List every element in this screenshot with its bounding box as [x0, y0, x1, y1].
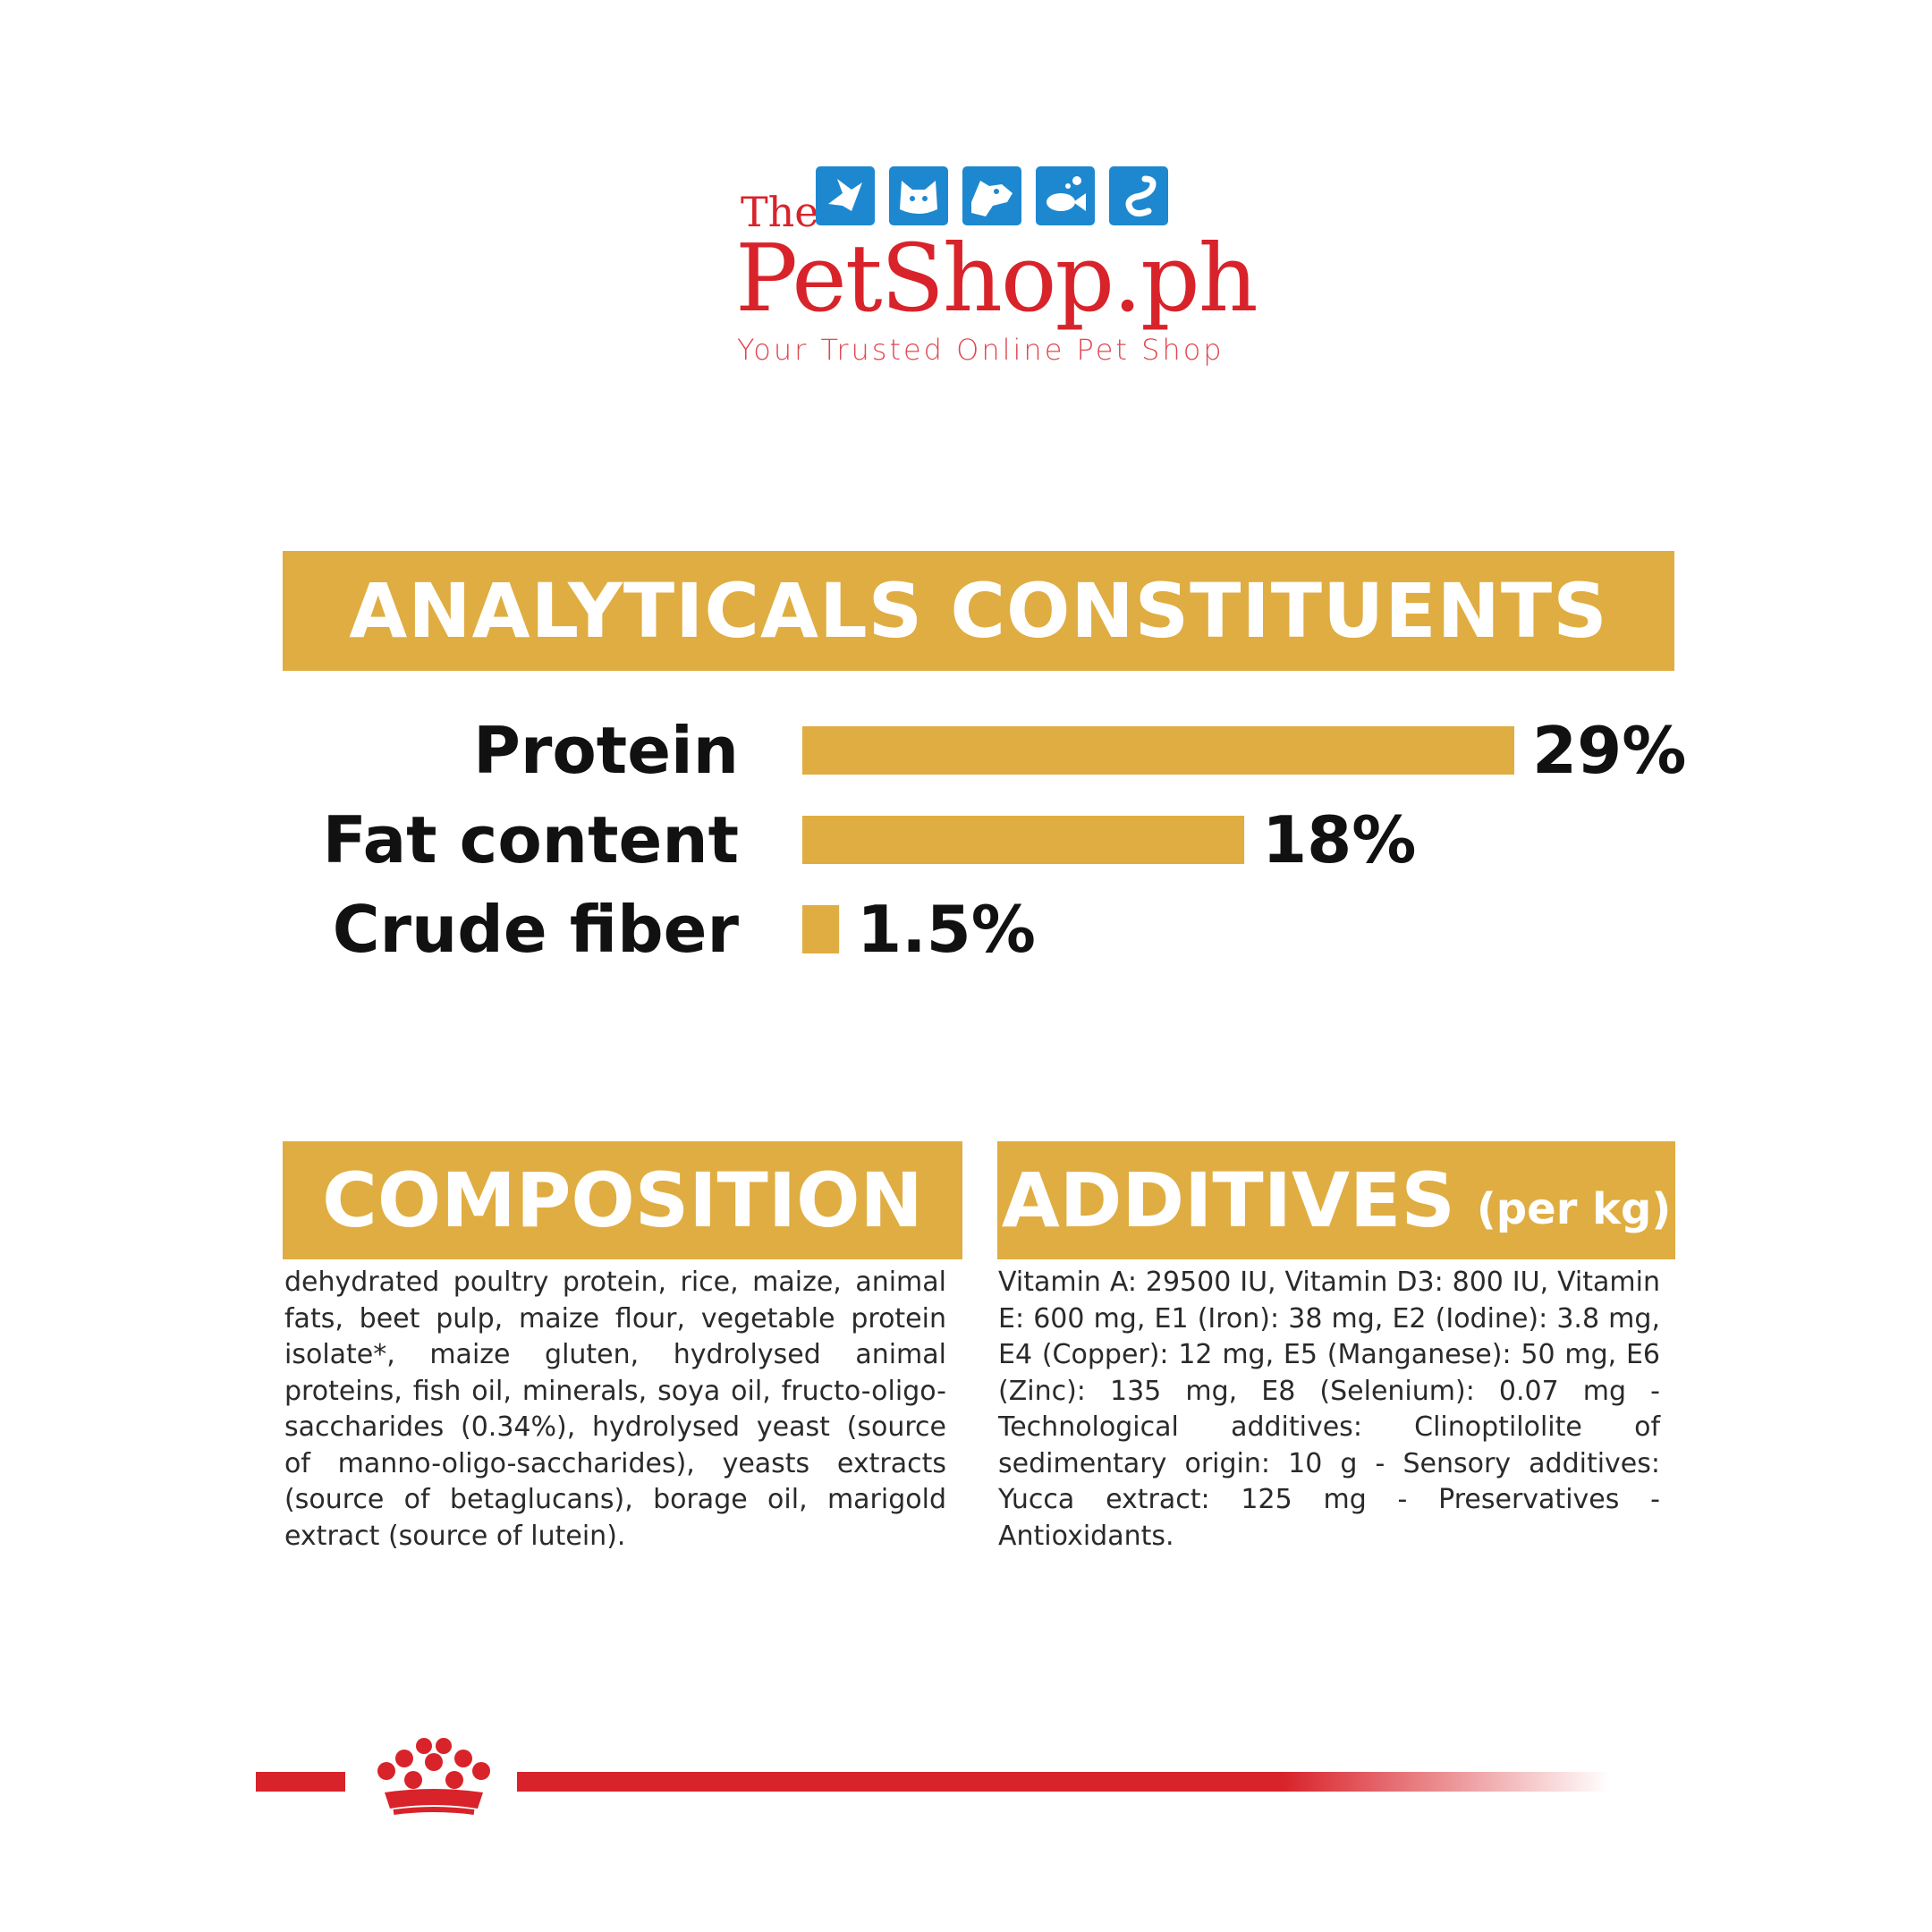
logo-name: PetShop.ph: [735, 224, 1258, 333]
dog-icon: [962, 166, 1021, 225]
constituents-bar-chart: Protein 29% Fat content 18% Crude fiber 1.5%: [323, 713, 1687, 967]
bar-label: Protein: [473, 713, 739, 788]
crown-icon: [377, 1738, 490, 1815]
analytical-constituents-banner: ANALYTICALS CONSTITUENTS: [283, 551, 1674, 671]
logo-prefix: The: [741, 188, 819, 236]
composition-title: COMPOSITION: [322, 1157, 923, 1244]
bar-value-label: 18%: [1262, 802, 1416, 877]
fish-icon: [1036, 166, 1095, 225]
logo-icon-row: [816, 166, 1168, 225]
footer-line-right: [517, 1772, 1610, 1792]
additives-title: ADDITIVES: [1001, 1157, 1455, 1244]
bar-label: Crude fiber: [333, 892, 740, 967]
composition-text: dehydrated poultry protein, rice, maize,…: [284, 1267, 946, 1552]
analytical-constituents-title: ANALYTICALS CONSTITUENTS: [349, 567, 1608, 655]
additives-banner: ADDITIVES (per kg): [997, 1141, 1675, 1259]
additives-subtitle: (per kg): [1476, 1184, 1672, 1234]
bar: [802, 726, 1514, 775]
footer-line-left: [256, 1772, 345, 1792]
snake-icon: [1109, 166, 1168, 225]
composition-banner: COMPOSITION: [283, 1141, 962, 1259]
bar-value-label: 29%: [1532, 713, 1686, 788]
store-logo: The: [733, 161, 1258, 376]
bar: [802, 905, 840, 953]
logo-tagline: Your Trusted Online Pet Shop: [737, 333, 1224, 367]
additives-text: Vitamin A: 29500 IU, Vitamin D3: 800 IU,…: [998, 1267, 1660, 1552]
bar-value-label: 1.5%: [857, 892, 1036, 967]
cat-icon: [889, 166, 948, 225]
bar: [802, 816, 1245, 864]
bird-icon: [816, 166, 875, 225]
bar-label: Fat content: [323, 802, 739, 877]
